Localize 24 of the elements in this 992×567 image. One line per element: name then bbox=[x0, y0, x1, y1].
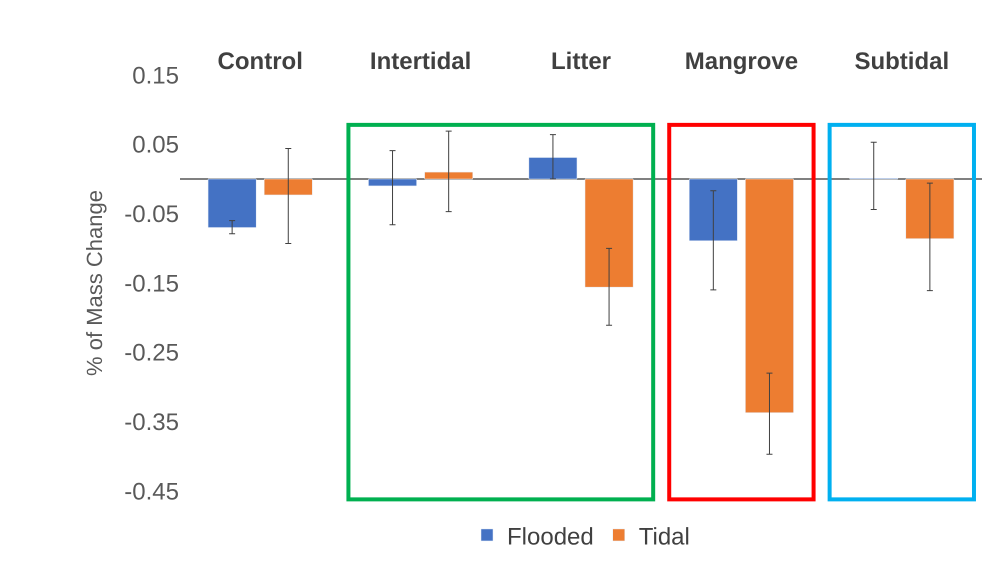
bar bbox=[689, 178, 738, 241]
y-tick-label: -0.05 bbox=[124, 201, 179, 228]
bar bbox=[424, 172, 473, 180]
y-axis-title: % of Mass Change bbox=[82, 190, 108, 376]
bar bbox=[368, 178, 417, 186]
x-tick-label: Subtidal bbox=[854, 48, 950, 76]
bar bbox=[745, 178, 794, 413]
y-tick-label: -0.45 bbox=[124, 478, 179, 506]
legend-label: Flooded bbox=[507, 523, 594, 550]
bar bbox=[208, 178, 256, 228]
legend-label: Tidal bbox=[638, 523, 690, 550]
y-tick-label: -0.15 bbox=[124, 270, 179, 298]
y-tick-label: -0.25 bbox=[124, 340, 179, 367]
y-tick-label: 0.05 bbox=[132, 132, 179, 159]
x-tick-label: Control bbox=[218, 48, 303, 76]
bar bbox=[584, 178, 634, 288]
x-tick-label: Intertidal bbox=[370, 48, 472, 76]
x-tick-label: Litter bbox=[551, 48, 611, 76]
bar bbox=[528, 157, 578, 180]
y-tick-label: 0.15 bbox=[132, 62, 179, 90]
y-tick-label: -0.35 bbox=[124, 409, 179, 436]
x-tick-label: Mangrove bbox=[684, 48, 798, 76]
bar bbox=[264, 178, 313, 196]
bar bbox=[906, 178, 954, 239]
